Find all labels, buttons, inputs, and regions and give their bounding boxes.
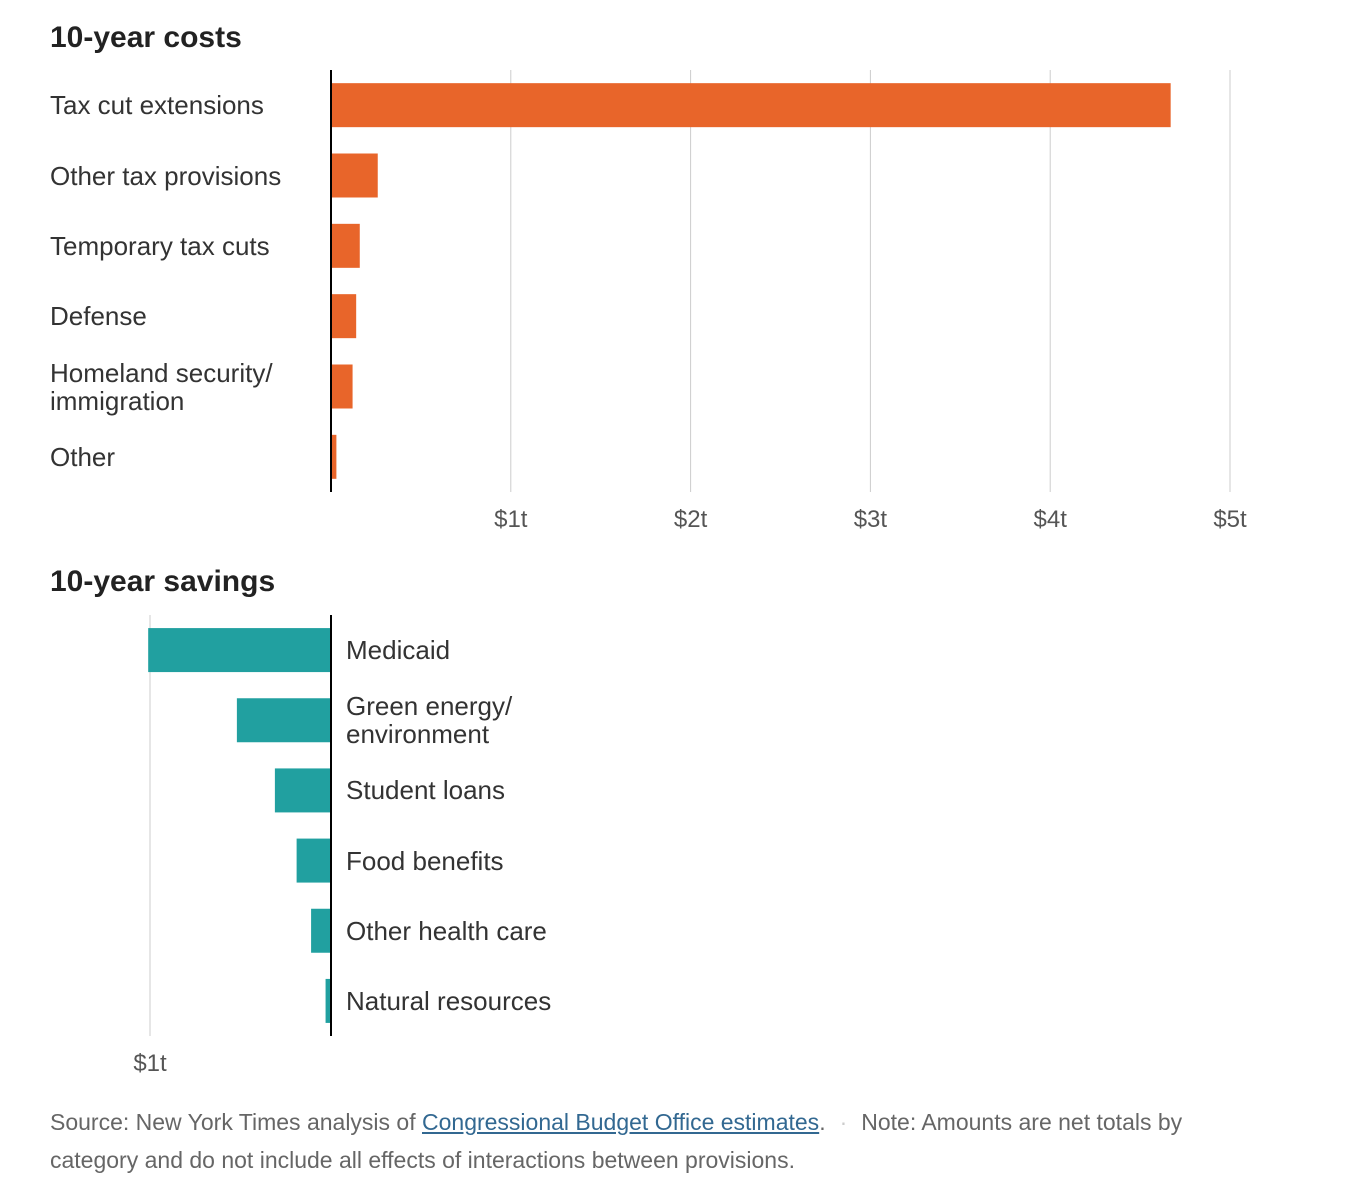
x-tick-label: $4t — [1033, 506, 1067, 533]
category-label: Student loans — [346, 775, 506, 806]
chart-title: 10-year savings — [50, 565, 276, 598]
bar — [296, 838, 331, 883]
category-label: Other tax provisions — [50, 160, 282, 191]
x-tick-label: $1t — [133, 1050, 167, 1077]
category-label: Temporary tax cuts — [50, 230, 270, 261]
category-label: Food benefits — [346, 845, 504, 876]
category-label: Other — [50, 441, 116, 472]
category-label: Homeland security/ immigration — [50, 357, 273, 416]
category-label: Defense — [50, 301, 147, 332]
source-link[interactable]: Congressional Budget Office estimates — [422, 1109, 820, 1135]
bar — [331, 83, 1171, 128]
bar — [331, 434, 337, 479]
x-tick-label: $3t — [853, 506, 888, 533]
chart-title: 10-year costs — [50, 21, 242, 54]
bar — [236, 698, 331, 743]
bar — [331, 294, 357, 339]
separator: · — [839, 1109, 848, 1135]
x-tick-label: $1t — [494, 506, 528, 533]
category-label: Other health care — [346, 915, 547, 946]
source: Source: New York Times analysis of — [50, 1109, 422, 1135]
category-label: Tax cut extensions — [50, 90, 264, 121]
category-label: Medicaid — [346, 635, 451, 666]
note: Note: Amounts are net totals by category… — [50, 1109, 1183, 1173]
category-label: Natural resources — [346, 985, 552, 1016]
bar — [331, 223, 360, 268]
x-tick-label: $2t — [673, 506, 708, 533]
bar — [311, 908, 331, 953]
bar — [331, 364, 353, 409]
category-label: Green energy/ environment — [346, 691, 513, 750]
bar — [148, 628, 331, 673]
bar — [325, 978, 331, 1023]
bar — [331, 153, 378, 198]
x-tick-label: $5t — [1213, 506, 1247, 533]
footer: Source: New York Times analysis of Congr… — [50, 1103, 1260, 1179]
source-end: . — [819, 1109, 826, 1135]
bar — [274, 768, 331, 813]
